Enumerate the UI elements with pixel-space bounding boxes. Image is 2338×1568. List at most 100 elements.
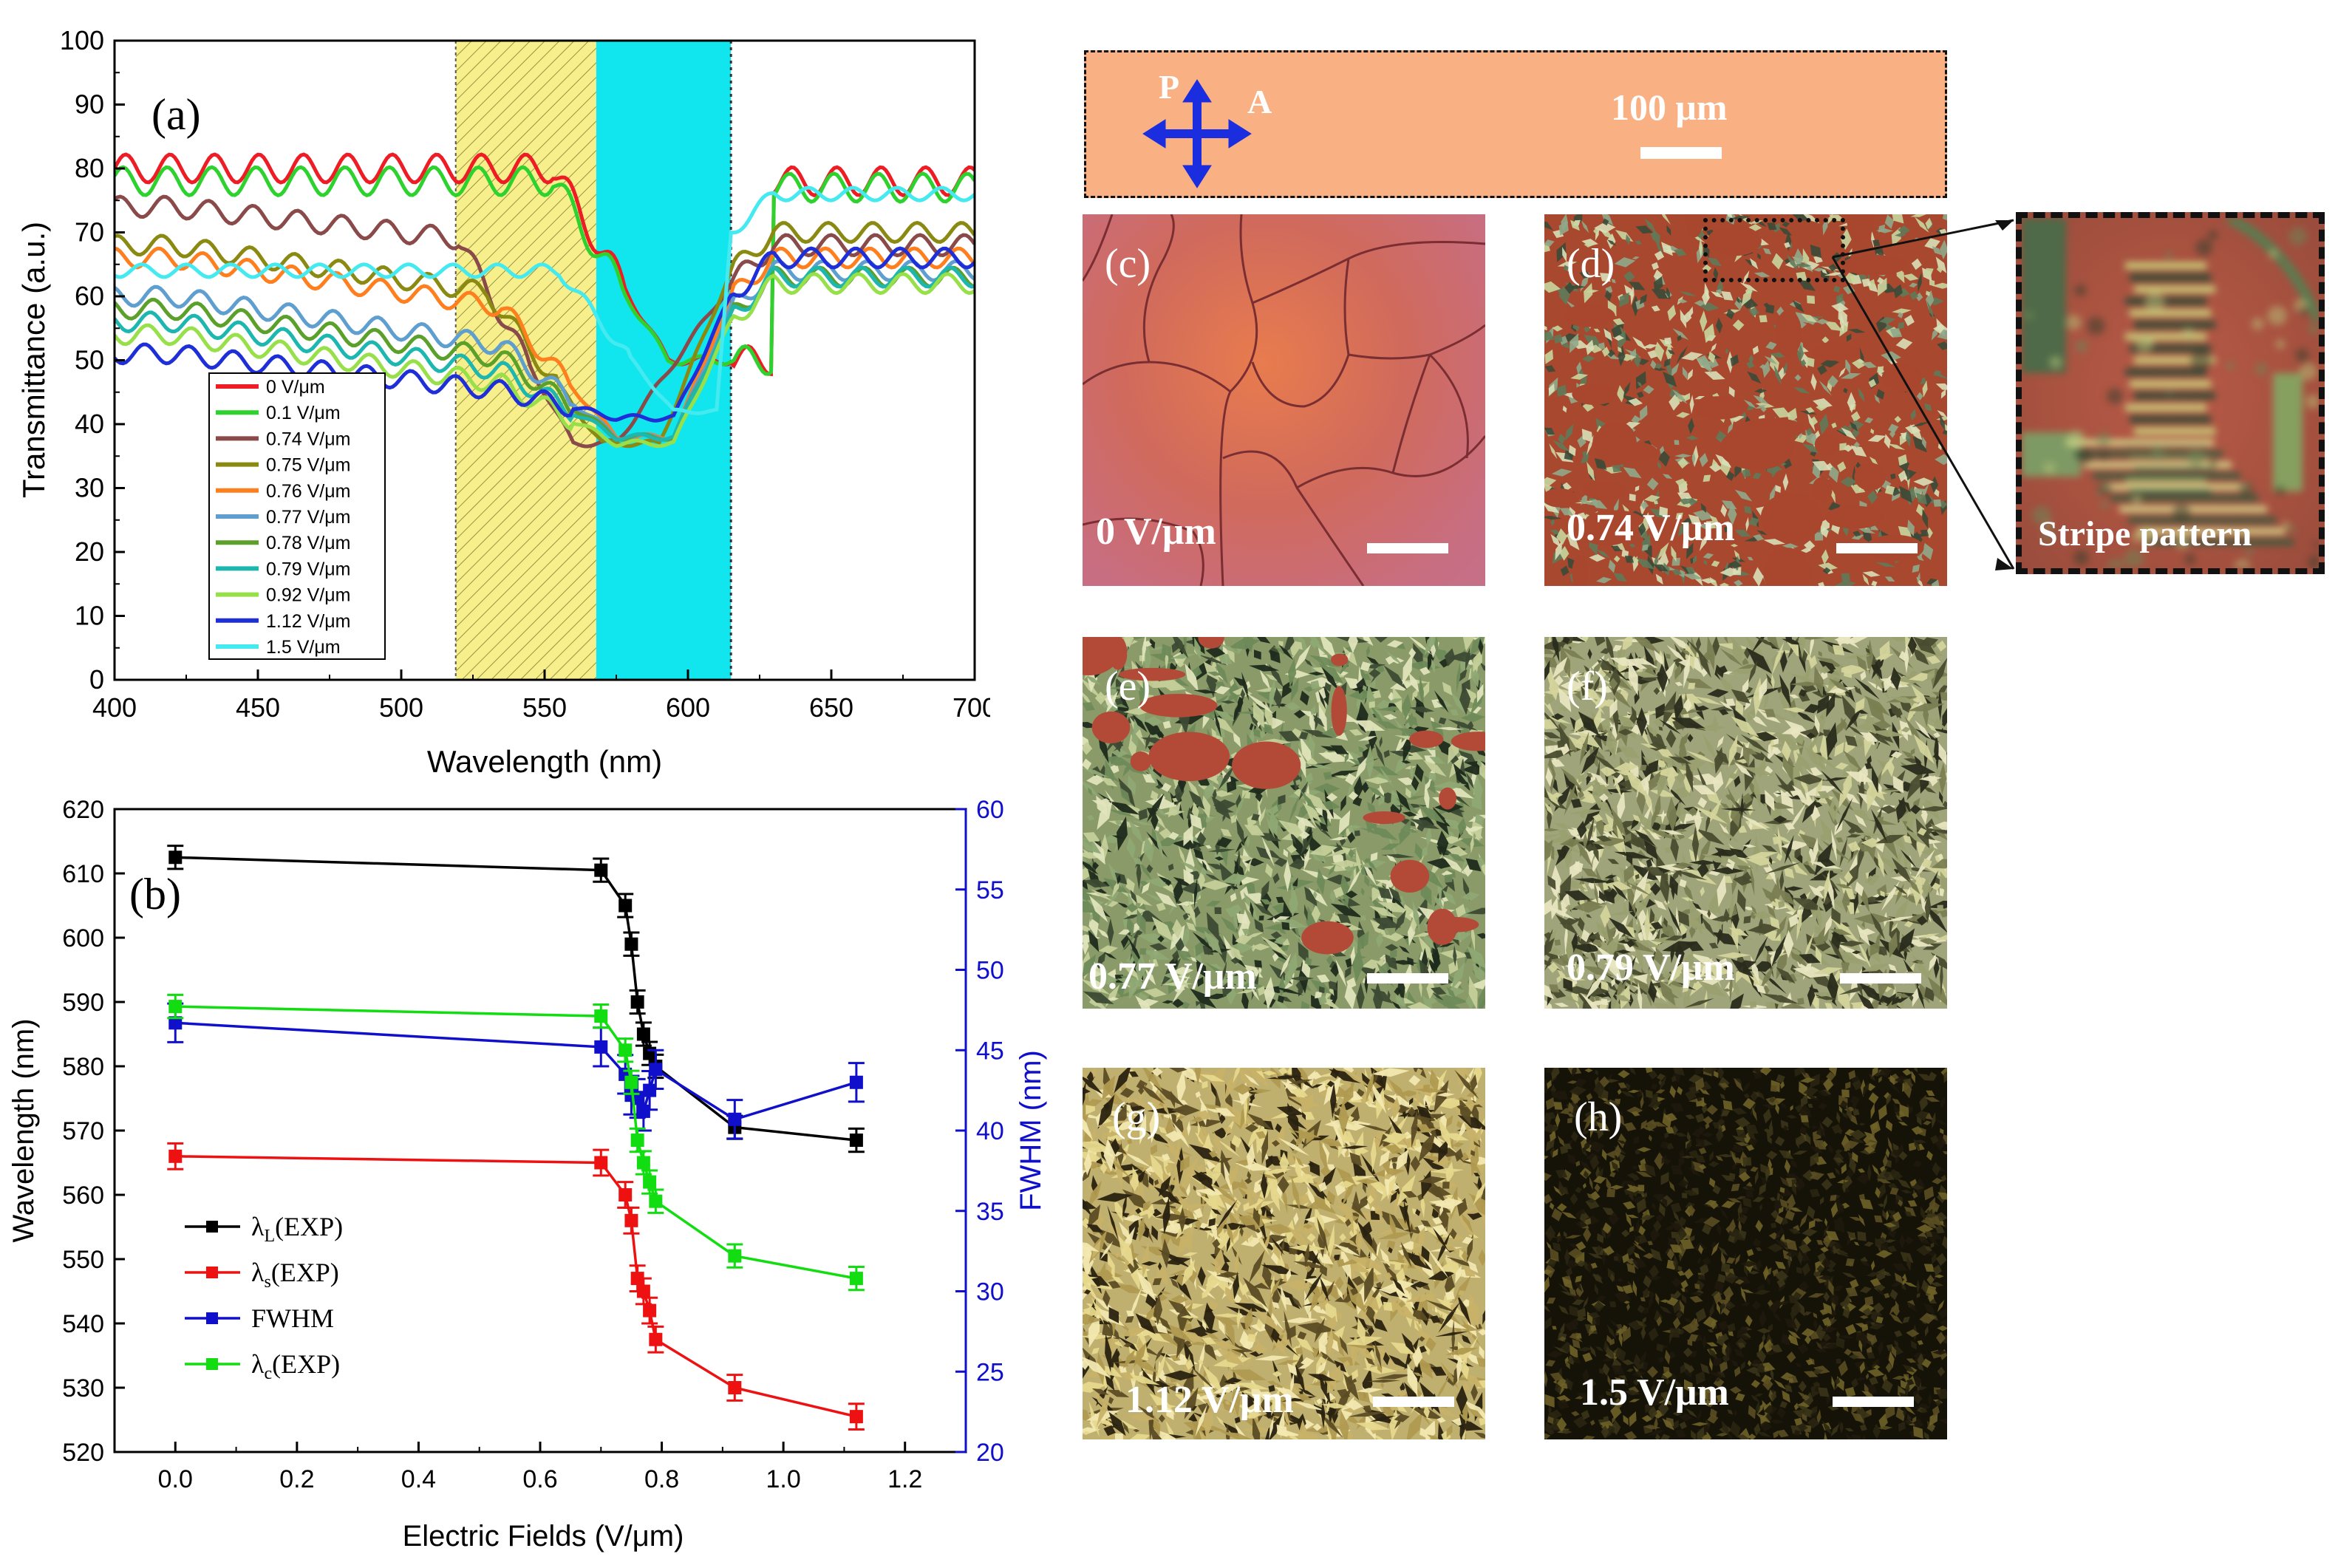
texture-shard	[1856, 655, 1867, 672]
texture-shard	[1108, 1281, 1121, 1289]
texture-domain	[1363, 811, 1405, 825]
y-tick-label: 90	[75, 89, 104, 120]
texture-shard	[1796, 344, 1804, 363]
texture-shard	[1925, 217, 1932, 230]
texture-shard	[1910, 748, 1915, 756]
texture-shard	[1465, 907, 1485, 915]
texture-shard	[1216, 1139, 1241, 1158]
texture-shard	[1083, 702, 1095, 712]
texture-shard	[1725, 471, 1735, 481]
texture-shard	[1413, 808, 1425, 831]
texture-speck	[2041, 527, 2056, 542]
texture-shard	[1556, 975, 1561, 984]
texture-shard	[1839, 837, 1848, 868]
series-line	[115, 220, 975, 449]
texture-domain	[1390, 859, 1430, 893]
texture-shard	[1651, 305, 1660, 312]
texture-shard	[1304, 957, 1312, 966]
texture-shard	[1875, 675, 1879, 690]
texture-shard	[1544, 732, 1561, 739]
texture-shard	[1810, 373, 1817, 391]
texture-shard	[1571, 931, 1578, 955]
texture-shard	[1754, 388, 1768, 394]
texture-shard	[1744, 698, 1752, 711]
texture-shard	[1707, 257, 1722, 267]
y-tick-label: 70	[75, 217, 104, 248]
texture-shard	[1815, 777, 1823, 798]
texture-shard	[1178, 860, 1202, 873]
texture-shard	[1666, 342, 1673, 364]
texture-shard	[1688, 807, 1698, 817]
texture-shard	[1367, 785, 1386, 798]
texture-shard	[1142, 950, 1170, 961]
texture-shard	[1553, 440, 1570, 452]
texture-shard	[1360, 887, 1365, 896]
texture-shard	[1175, 937, 1185, 954]
texture-shard	[1309, 655, 1341, 668]
texture-shard	[1654, 792, 1661, 824]
texture-shard	[1431, 1366, 1447, 1376]
texture-shard	[1094, 1227, 1125, 1250]
texture-shard	[1088, 895, 1108, 923]
texture-shard	[1200, 867, 1207, 877]
texture-shard	[1924, 967, 1932, 980]
texture-shard	[1119, 787, 1131, 803]
texture-shard	[1618, 729, 1633, 736]
texture-shard	[1289, 858, 1308, 870]
texture-shard	[1839, 877, 1856, 903]
texture-shard	[1364, 664, 1386, 669]
texture-shard	[1614, 994, 1632, 1002]
texture-shard	[1388, 887, 1402, 903]
y2-tick-label: 50	[976, 957, 1004, 985]
texture-shard	[1861, 278, 1871, 287]
texture-shard	[1395, 995, 1405, 1007]
series-line	[115, 265, 975, 442]
x-tick-label: 550	[522, 692, 567, 723]
texture-shard	[1677, 299, 1688, 304]
texture-shard	[1160, 981, 1193, 986]
texture-shard	[1442, 856, 1466, 875]
x-tick-label: 1.0	[766, 1465, 801, 1493]
texture-stripe	[2093, 473, 2240, 479]
legend-label: 0.76 V/μm	[266, 481, 350, 502]
texture-shard	[1448, 719, 1479, 731]
texture-shard	[1435, 1000, 1461, 1009]
texture-shard	[1668, 756, 1692, 764]
texture-shard	[1784, 886, 1804, 891]
texture-shard	[1635, 371, 1646, 389]
texture-shard	[1456, 661, 1461, 694]
texture-shard	[1549, 929, 1557, 942]
texture-shard	[1207, 964, 1224, 970]
texture-shard	[1428, 1271, 1456, 1281]
texture-shard	[1688, 899, 1703, 936]
texture-shard	[1111, 748, 1128, 758]
texture-shard	[1582, 401, 1595, 412]
texture-shard	[1686, 759, 1694, 793]
texture-shard	[1603, 890, 1615, 904]
texture-shard	[1632, 814, 1641, 822]
texture-shard	[1309, 637, 1329, 657]
texture-shard	[1770, 935, 1787, 969]
legend-label: 0 V/μm	[266, 377, 325, 398]
texture-shard	[1586, 290, 1599, 293]
texture-shard	[1566, 826, 1581, 840]
texture-shard	[1449, 930, 1472, 941]
texture-shard	[1171, 998, 1185, 1008]
texture-shard	[1770, 916, 1780, 930]
texture-shard	[1616, 823, 1626, 854]
texture-shard	[1594, 880, 1598, 907]
texture-shard	[1576, 958, 1584, 966]
texture-shard	[1278, 644, 1294, 661]
texture-shard	[1172, 950, 1180, 962]
texture-shard	[1182, 1001, 1190, 1009]
data-point	[728, 1112, 742, 1126]
panel-letter: (f)	[1567, 664, 1608, 709]
texture-shard	[1584, 665, 1591, 674]
texture-shard	[1750, 911, 1757, 920]
texture-shard	[1754, 935, 1768, 964]
texture-shard	[1913, 734, 1935, 765]
texture-shard	[1318, 663, 1343, 684]
texture-shard	[1298, 748, 1306, 778]
texture-shard	[1723, 521, 1732, 526]
data-point	[168, 851, 183, 865]
